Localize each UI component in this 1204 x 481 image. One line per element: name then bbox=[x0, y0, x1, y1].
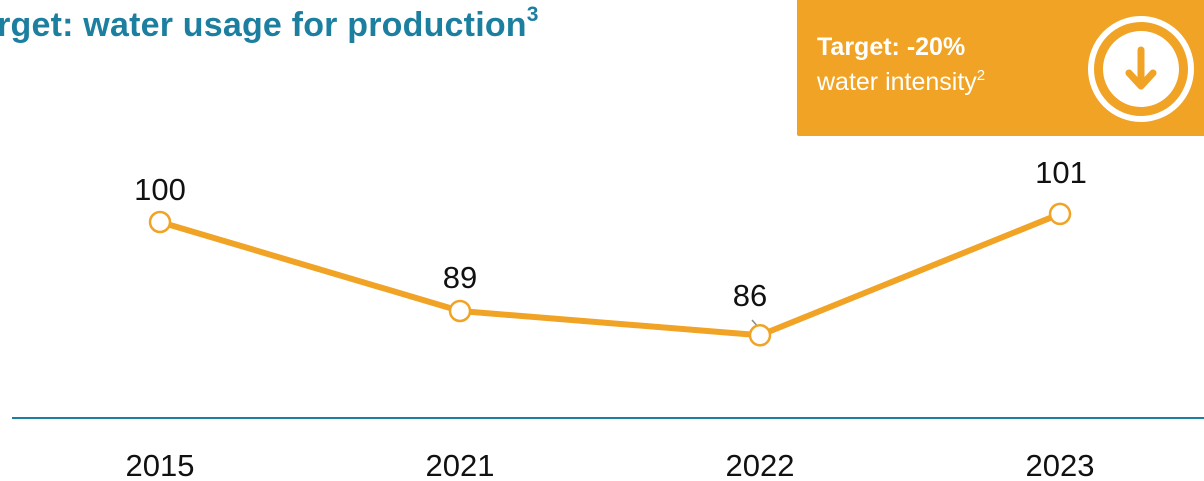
data-point-2023 bbox=[1048, 202, 1072, 226]
data-point-2021 bbox=[448, 299, 472, 323]
target-headline: Target: -20% bbox=[817, 33, 966, 61]
target-subtext: water intensity2 bbox=[817, 68, 985, 97]
data-point-2022 bbox=[748, 324, 772, 347]
target-subtext-footnote: 2 bbox=[976, 67, 986, 84]
x-tick-label-2021: 2021 bbox=[426, 448, 495, 481]
x-tick-label-2023: 2023 bbox=[1026, 448, 1095, 481]
target-box: Target: -20% water intensity2 bbox=[797, 0, 1204, 136]
target-subtext-label: water intensity bbox=[817, 68, 977, 96]
series-line bbox=[157, 210, 1063, 339]
chart-title-text: arget: water usage for production bbox=[0, 6, 527, 44]
data-point-2015 bbox=[148, 210, 172, 234]
x-tick-label-2022: 2022 bbox=[726, 448, 795, 481]
x-tick-label-2015: 2015 bbox=[126, 448, 195, 481]
data-label-2023: 101 bbox=[1035, 155, 1087, 190]
data-label-2022: 86 bbox=[733, 278, 767, 313]
data-label-2015: 100 bbox=[134, 172, 186, 207]
arrow-down-circle-icon bbox=[1088, 16, 1194, 122]
chart-title: arget: water usage for production3 bbox=[0, 3, 539, 45]
chart-title-footnote: 3 bbox=[526, 3, 539, 26]
data-label-2021: 89 bbox=[443, 260, 477, 295]
